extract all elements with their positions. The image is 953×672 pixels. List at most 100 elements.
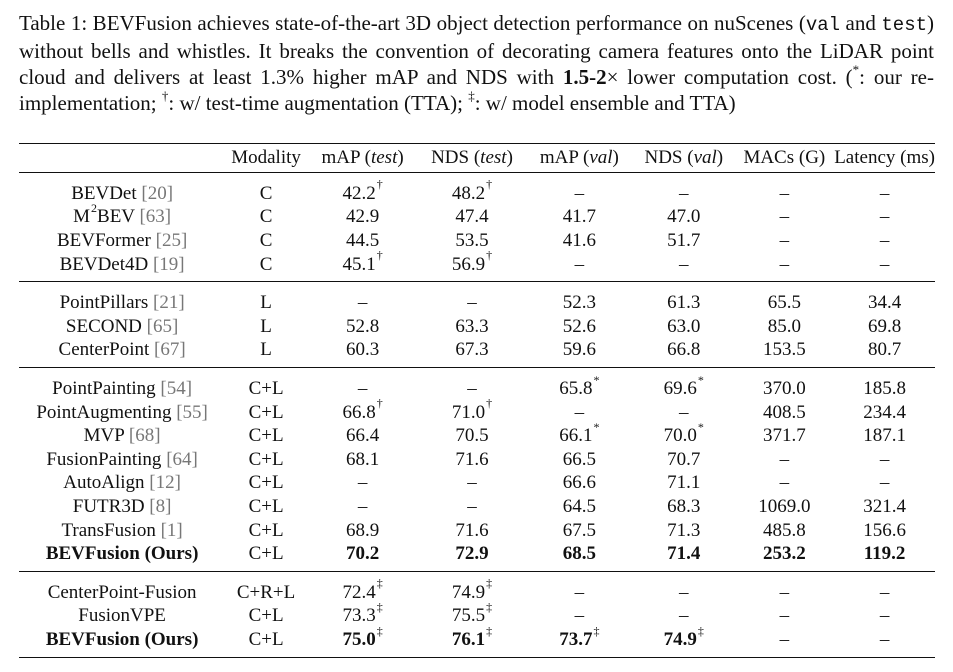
value-cell: – xyxy=(879,581,890,603)
citation-ref[interactable]: [54] xyxy=(160,377,193,399)
modality-cell: C+L xyxy=(248,401,284,423)
method-name: BEVDet [20] xyxy=(71,182,174,204)
value-cell: – xyxy=(879,628,890,650)
table-row: BEVFormer [25] C 44.5 53.5 41.6 51.7 – – xyxy=(19,229,935,253)
method-name: PointAugmenting [55] xyxy=(36,401,208,423)
value-cell: 68.5 xyxy=(562,543,596,565)
value-cell: – xyxy=(574,605,585,627)
value-cell: 66.5 xyxy=(562,448,596,470)
value-cell: 67.3 xyxy=(455,339,489,361)
table-row: SECOND [65] L 52.8 63.3 52.6 63.0 85.0 69.8 xyxy=(19,315,935,339)
table-row: AutoAlign [12] C+L – – 66.6 71.1 – – xyxy=(19,472,935,496)
method-name: CenterPoint [67] xyxy=(58,339,186,361)
header-nds-test: NDS (test) xyxy=(431,147,513,168)
header-map-val: mAP (val) xyxy=(539,147,619,168)
table-row: CenterPoint-Fusion C+R+L 72.4‡ 74.9‡ – – – – xyxy=(19,571,935,604)
modality-cell: C+L xyxy=(248,425,284,447)
value-cell: – xyxy=(779,448,790,470)
header-macs: MACs (G) xyxy=(743,147,826,168)
value-cell: – xyxy=(879,229,890,251)
value-cell: 234.4 xyxy=(863,401,906,423)
value-cell: 42.2† xyxy=(342,177,383,204)
value-cell: – xyxy=(779,581,790,603)
modality-cell: C+L xyxy=(248,628,284,650)
value-cell: 67.5 xyxy=(562,519,596,541)
modality-cell: C xyxy=(259,182,273,204)
value-cell: 70.2 xyxy=(345,543,380,565)
modality-cell: C+L xyxy=(248,543,284,565)
citation-ref[interactable]: [68] xyxy=(128,425,161,447)
value-cell: – xyxy=(467,292,477,314)
value-cell: – xyxy=(779,628,790,650)
citation-ref[interactable]: [12] xyxy=(149,472,181,494)
citation-ref[interactable]: [63] xyxy=(139,206,172,228)
header-method xyxy=(19,144,225,173)
value-cell: 119.2 xyxy=(863,543,906,565)
value-cell: 41.6 xyxy=(562,229,596,251)
value-cell: 156.6 xyxy=(863,519,906,541)
method-name: TransFusion [1] xyxy=(61,519,183,541)
value-cell: 72.9 xyxy=(455,543,489,565)
header-map-test: mAP (test) xyxy=(321,147,404,168)
value-cell: 52.8 xyxy=(345,315,380,337)
value-cell: – xyxy=(467,377,477,399)
value-cell: 51.7 xyxy=(667,229,701,251)
value-cell: – xyxy=(779,206,790,228)
table-row: M2BEV [63] C 42.9 47.4 41.7 47.0 – – xyxy=(19,202,935,230)
value-cell: 48.2† xyxy=(451,177,493,204)
value-cell: – xyxy=(679,182,689,204)
value-cell: – xyxy=(779,229,790,251)
method-name: FUTR3D [8] xyxy=(72,495,172,517)
value-cell: – xyxy=(879,472,890,494)
value-cell: – xyxy=(357,377,368,399)
citation-ref[interactable]: [8] xyxy=(149,495,172,517)
table-row: BEVDet4D [19] C 45.1† 56.9† – – – – xyxy=(19,248,935,282)
citation-ref[interactable]: [65] xyxy=(146,315,179,337)
value-cell: – xyxy=(357,472,368,494)
value-cell: – xyxy=(779,182,790,204)
value-cell: 153.5 xyxy=(762,339,806,361)
value-cell: 371.7 xyxy=(762,425,806,447)
value-cell: 80.7 xyxy=(867,339,902,361)
value-cell: – xyxy=(679,253,689,275)
value-cell: – xyxy=(679,581,689,603)
header-latency: Latency (ms) xyxy=(834,147,935,168)
method-name: PointPainting [54] xyxy=(52,377,193,399)
value-cell: 73.3‡ xyxy=(342,599,383,627)
value-cell: – xyxy=(679,605,689,627)
method-name: SECOND [65] xyxy=(65,315,179,337)
citation-ref[interactable]: [20] xyxy=(141,182,174,204)
value-cell: 72.4‡ xyxy=(342,576,383,603)
citation-ref[interactable]: [64] xyxy=(166,448,198,470)
method-name: FusionPainting [64] xyxy=(46,448,198,470)
value-cell: 66.8† xyxy=(342,396,383,423)
value-cell: 74.9‡ xyxy=(451,576,493,603)
value-cell: – xyxy=(467,495,477,517)
value-cell: 485.8 xyxy=(762,519,806,541)
modality-cell: C+L xyxy=(248,472,284,494)
citation-ref[interactable]: [67] xyxy=(154,339,186,361)
method-name: AutoAlign [12] xyxy=(63,472,181,494)
citation-ref[interactable]: [25] xyxy=(155,229,188,251)
citation-ref[interactable]: [55] xyxy=(176,401,208,423)
table-group: PointPillars [21] L – –52.3 61.3 65.5 34.4 SECO… xyxy=(19,281,935,368)
citation-ref[interactable]: [1] xyxy=(160,519,183,541)
value-cell: – xyxy=(574,182,585,204)
value-cell: 71.4 xyxy=(667,543,701,565)
modality-cell: C xyxy=(259,206,273,228)
table-row: BEVFusion (Ours) C+L 75.0‡ 76.1‡ 73.7‡ 74.9‡ –… xyxy=(19,625,935,657)
citation-ref[interactable]: [21] xyxy=(153,292,185,314)
value-cell: – xyxy=(779,472,790,494)
value-cell: – xyxy=(679,401,689,423)
value-cell: 45.1† xyxy=(342,248,383,275)
table-row: PointPainting [54] C+L – – 65.8* 69.6* 370.0 18… xyxy=(19,368,935,401)
value-cell: 85.0 xyxy=(767,315,801,337)
citation-ref[interactable]: [19] xyxy=(152,253,185,275)
modality-cell: C+L xyxy=(248,495,284,517)
modality-cell: L xyxy=(260,339,272,361)
value-cell: 71.6 xyxy=(455,519,489,541)
value-cell: 61.3 xyxy=(667,292,701,314)
table-row: TransFusion [1] C+L 68.9 71.6 67.5 71.3 485.8 1… xyxy=(19,519,935,543)
table-caption: Table 1: BEVFusion achieves state-of-the… xyxy=(19,11,934,115)
value-cell: 42.9 xyxy=(345,206,380,228)
